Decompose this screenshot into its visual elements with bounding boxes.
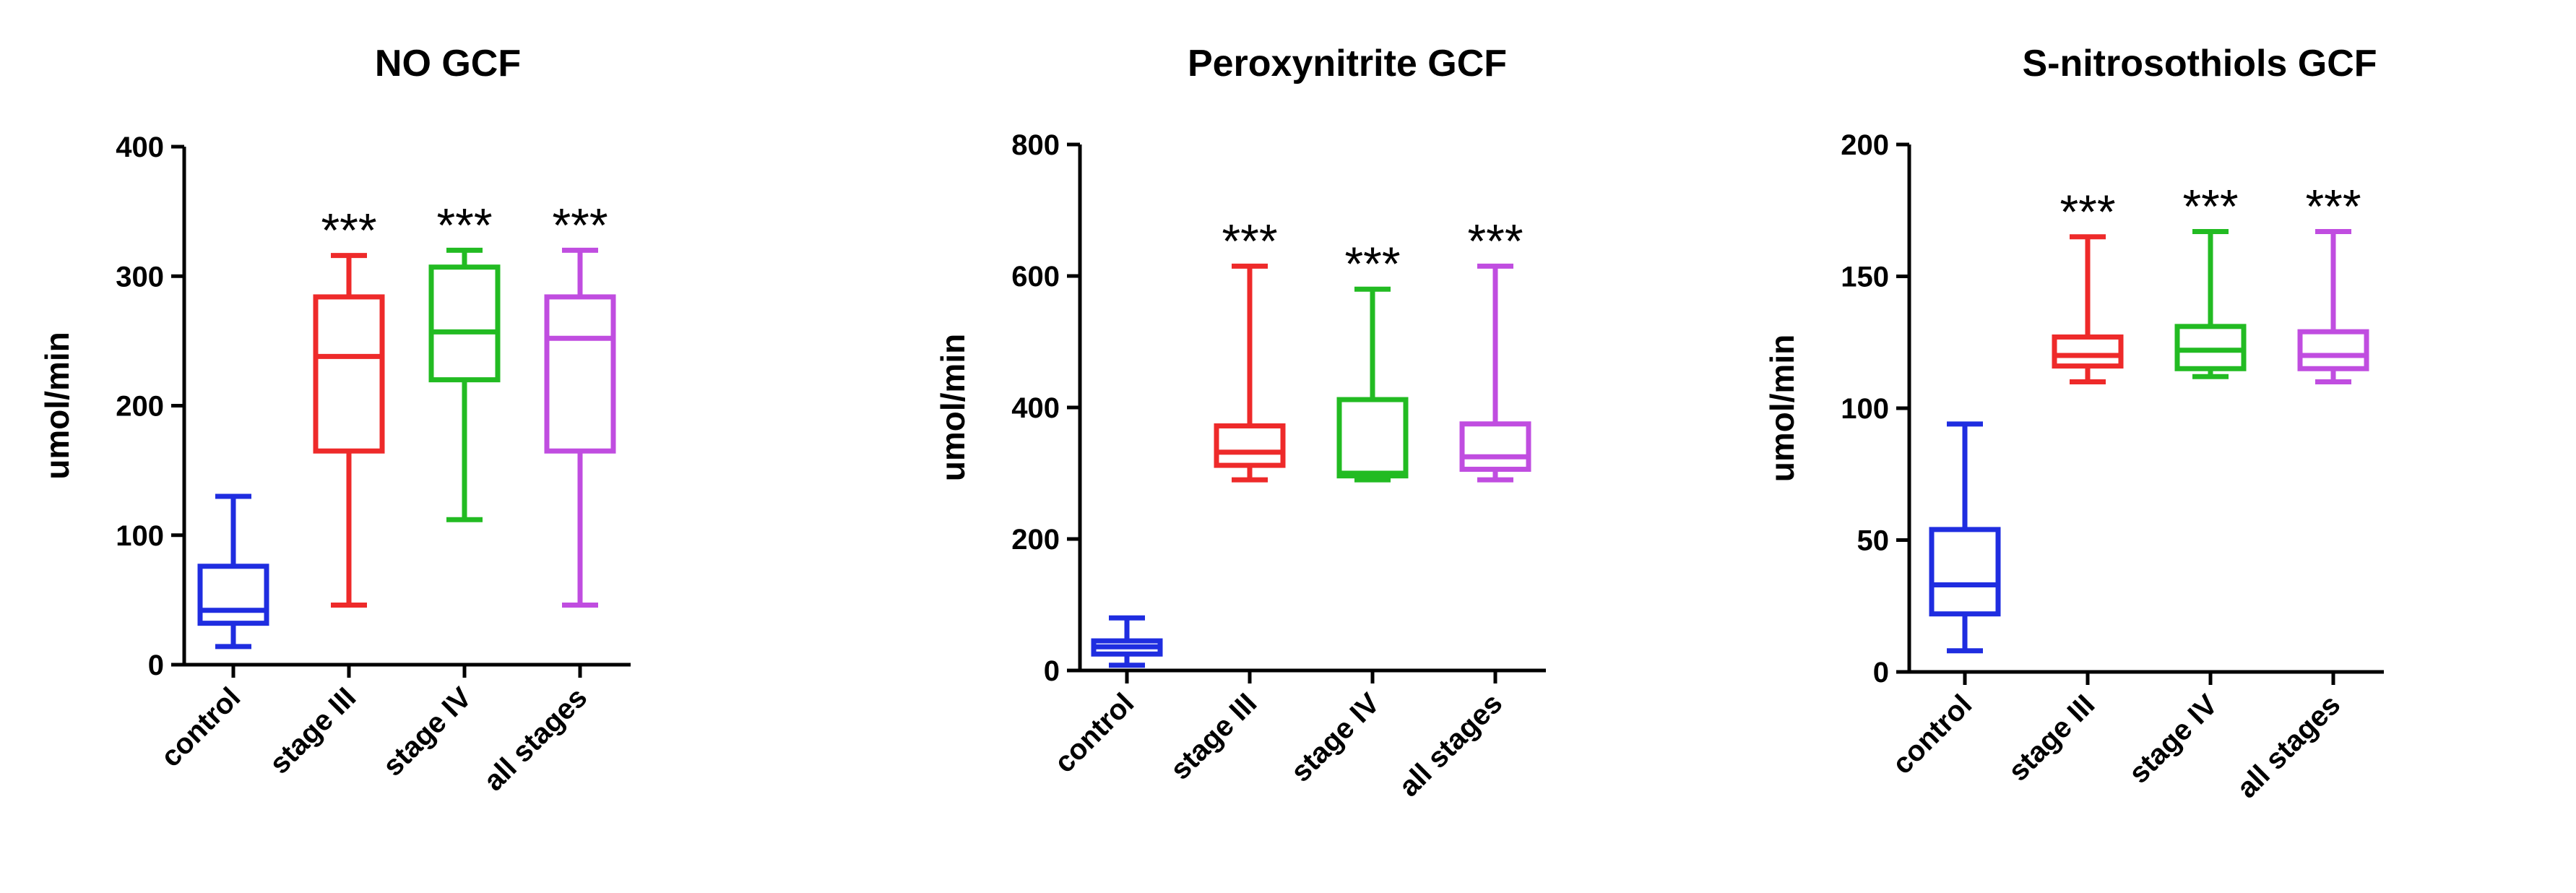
- significance-marker: ***: [2305, 179, 2361, 233]
- x-tick-label: stage III: [1164, 687, 1263, 785]
- significance-marker: ***: [1344, 237, 1400, 290]
- iqr-box: [2052, 334, 2124, 369]
- box-control: [1091, 615, 1163, 668]
- x-tick-label: stage III: [264, 681, 362, 780]
- iqr-box: [2174, 324, 2247, 371]
- significance-marker: ***: [552, 198, 608, 251]
- y-tick-label: 800: [1011, 129, 1060, 161]
- significance-marker: ***: [1467, 214, 1523, 267]
- y-tick-label: 0: [148, 650, 164, 681]
- box-stage-iv: [2174, 228, 2247, 379]
- box-all-stages: [1459, 263, 1531, 483]
- x-tick-label: stage III: [2002, 689, 2101, 787]
- y-tick-label: 150: [1841, 262, 1889, 293]
- x-tick-label: control: [1048, 687, 1140, 779]
- panel-s-nitrosothiols-gcf: S-nitrosothiols GCF umol/min 0 50 100 150 200 c…: [1763, 43, 2384, 804]
- box-stage-iii: [313, 253, 385, 608]
- box-control: [197, 493, 269, 650]
- y-tick-label: 600: [1011, 261, 1060, 293]
- y-tick-label: 100: [116, 520, 164, 552]
- y-tick-label: 300: [116, 261, 164, 293]
- iqr-box: [2297, 329, 2369, 371]
- box-stage-iv: [1336, 286, 1409, 483]
- y-axis-label: umol/min: [934, 334, 972, 481]
- x-tick-label: stage IV: [377, 681, 478, 782]
- chart-title: S-nitrosothiols GCF: [2022, 43, 2377, 85]
- iqr-box: [1929, 527, 2001, 617]
- y-tick-label: 400: [1011, 392, 1060, 424]
- iqr-box: [313, 294, 385, 454]
- y-tick-label: 400: [116, 131, 164, 163]
- chart-title: Peroxynitrite GCF: [1188, 43, 1507, 85]
- y-axis-label: umol/min: [1763, 335, 1801, 482]
- significance-marker: ***: [436, 198, 492, 251]
- iqr-box: [428, 264, 501, 383]
- iqr-box: [197, 564, 269, 626]
- y-tick-label: 200: [1841, 129, 1889, 161]
- y-tick-label: 100: [1841, 393, 1889, 425]
- x-tick-label: control: [155, 681, 246, 773]
- x-tick-label: all stages: [477, 681, 593, 797]
- x-tick-label: stage IV: [2123, 689, 2224, 790]
- box-stage-iv: [428, 247, 501, 522]
- y-tick-label: 0: [1044, 655, 1060, 687]
- y-tick-label: 200: [1011, 524, 1060, 556]
- significance-marker: ***: [321, 204, 376, 257]
- chart-title: NO GCF: [375, 43, 521, 85]
- x-tick-label: control: [1886, 689, 1978, 780]
- y-tick-label: 200: [116, 391, 164, 423]
- y-tick-label: 50: [1857, 525, 1890, 557]
- box-all-stages: [544, 247, 616, 608]
- box-stage-iii: [2052, 234, 2124, 384]
- significance-marker: ***: [2182, 179, 2238, 233]
- box-stage-iii: [1214, 263, 1286, 483]
- iqr-box: [1336, 397, 1409, 479]
- box-control: [1929, 421, 2001, 654]
- x-tick-label: stage IV: [1285, 687, 1386, 788]
- panel-peroxynitrite-gcf: Peroxynitrite GCF umol/min 0 200 400 600 800 co…: [934, 43, 1546, 803]
- y-axis-label: umol/min: [38, 332, 76, 479]
- x-tick-label: all stages: [2231, 689, 2346, 804]
- x-tick-label: all stages: [1393, 687, 1508, 803]
- box-all-stages: [2297, 228, 2369, 384]
- y-tick-label: 0: [1873, 657, 1889, 689]
- significance-marker: ***: [1222, 214, 1277, 267]
- significance-marker: ***: [2059, 185, 2115, 238]
- iqr-box: [1214, 423, 1286, 468]
- iqr-box: [1459, 421, 1531, 473]
- iqr-box: [544, 294, 616, 454]
